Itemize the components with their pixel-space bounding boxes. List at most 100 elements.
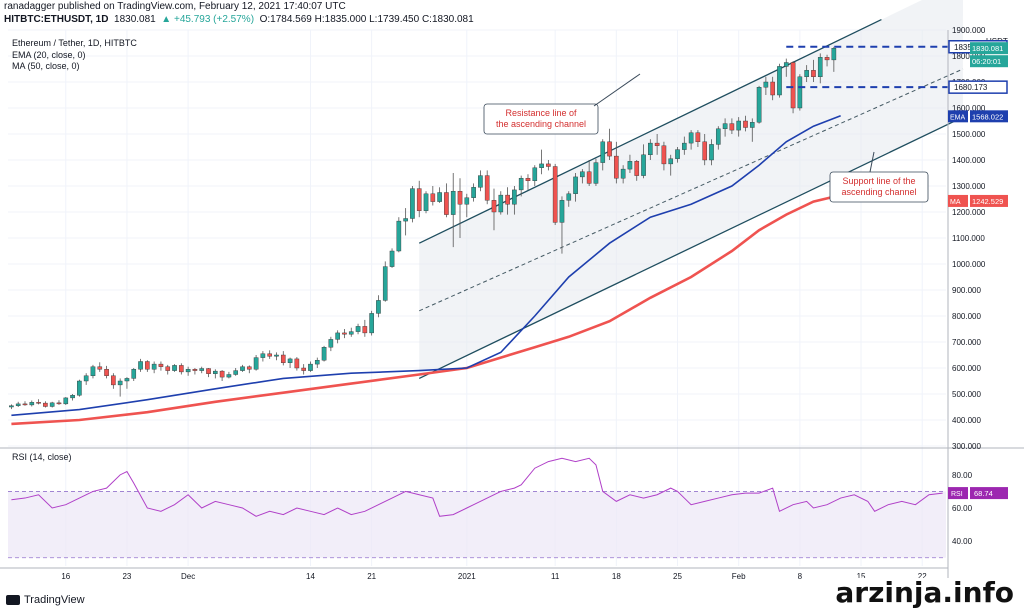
candle-body bbox=[661, 145, 667, 165]
candle-body bbox=[464, 197, 470, 205]
candle-body bbox=[90, 366, 96, 377]
candle-body bbox=[56, 402, 62, 405]
y-tick-label: 800.000 bbox=[952, 312, 981, 321]
annotation-text: the ascending channel bbox=[496, 119, 586, 129]
site-watermark: arzinja.info bbox=[831, 578, 1018, 608]
candle-body bbox=[355, 326, 361, 332]
candle-body bbox=[410, 188, 415, 219]
y-tick-label: 900.000 bbox=[952, 286, 981, 295]
candle-body bbox=[172, 365, 177, 371]
candle-body bbox=[151, 363, 157, 370]
y-tick-label: 1100.000 bbox=[952, 234, 985, 243]
candle-body bbox=[29, 402, 35, 406]
candle-body bbox=[491, 200, 497, 213]
candle-body bbox=[219, 370, 225, 378]
candle-body bbox=[423, 193, 429, 211]
price-badge-text: 1568.022 bbox=[972, 112, 1003, 121]
candle-body bbox=[580, 171, 585, 178]
ema-20-line bbox=[11, 115, 841, 417]
candle-body bbox=[9, 405, 14, 408]
y-tick-label: 1900.000 bbox=[952, 26, 986, 35]
candle-body bbox=[471, 187, 476, 198]
candle-body bbox=[498, 194, 504, 213]
candle-body bbox=[600, 141, 606, 163]
candle-body bbox=[246, 366, 252, 370]
candle-body bbox=[518, 177, 524, 191]
candle-body bbox=[416, 188, 422, 211]
candle-body bbox=[437, 192, 442, 202]
y-tick-label: 300.000 bbox=[952, 442, 981, 451]
ma-50-line bbox=[11, 193, 841, 426]
candle-body bbox=[206, 368, 211, 374]
candle-body bbox=[240, 366, 245, 371]
candle-body bbox=[722, 123, 728, 129]
candle-body bbox=[362, 326, 368, 334]
candle-body bbox=[335, 332, 340, 340]
x-tick-label: 21 bbox=[367, 572, 376, 581]
candle-body bbox=[450, 190, 456, 215]
candle-body bbox=[688, 132, 694, 144]
x-tick-label: 11 bbox=[551, 572, 560, 581]
candle-body bbox=[749, 122, 755, 128]
candle-body bbox=[280, 354, 286, 364]
tradingview-logo: TradingView bbox=[6, 594, 85, 606]
indicator-label: MA (50, close, 0) bbox=[12, 61, 80, 71]
candle-body bbox=[817, 57, 823, 77]
candle-body bbox=[593, 162, 599, 184]
candle-body bbox=[573, 176, 578, 194]
annotation-text: Resistance line of bbox=[505, 108, 577, 118]
candle-body bbox=[138, 361, 143, 370]
candle-body bbox=[97, 366, 103, 370]
candle-body bbox=[165, 366, 171, 371]
candle-body bbox=[192, 369, 198, 371]
candle-body bbox=[430, 193, 436, 202]
candle-body bbox=[743, 120, 748, 128]
candle-body bbox=[607, 141, 612, 157]
candle-body bbox=[274, 354, 279, 357]
candle-body bbox=[715, 128, 721, 145]
y-tick-label: 400.000 bbox=[952, 416, 981, 425]
candle-body bbox=[131, 369, 137, 379]
publish-info: ranadagger published on TradingView.com,… bbox=[4, 1, 346, 12]
candle-body bbox=[314, 360, 320, 365]
candle-body bbox=[382, 266, 388, 301]
candle-body bbox=[70, 395, 75, 399]
level-badge-text: 1680.173 bbox=[954, 83, 988, 92]
annotation-box bbox=[829, 171, 929, 203]
candle-body bbox=[124, 378, 130, 382]
candle-body bbox=[695, 132, 701, 142]
x-tick-label: 2021 bbox=[458, 572, 476, 581]
candle-body bbox=[321, 347, 327, 361]
y-tick-label: 700.000 bbox=[952, 338, 981, 347]
price-badge-text: 06:20:01 bbox=[972, 57, 1001, 66]
price-badge-text: 1242.529 bbox=[972, 197, 1003, 206]
price-badge bbox=[970, 110, 1008, 123]
x-tick-label: Dec bbox=[181, 572, 195, 581]
candle-body bbox=[675, 149, 680, 159]
candle-body bbox=[369, 313, 374, 334]
candle-body bbox=[158, 363, 164, 367]
candle-body bbox=[811, 70, 816, 78]
candle-body bbox=[36, 402, 41, 404]
candle-body bbox=[682, 142, 687, 150]
y-tick-label: 500.000 bbox=[952, 390, 981, 399]
rsi-tick-label: 60.00 bbox=[952, 504, 973, 513]
candle-body bbox=[308, 363, 313, 371]
annotation-pointer bbox=[869, 151, 875, 173]
candle-body bbox=[790, 62, 796, 109]
candle-body bbox=[539, 163, 544, 168]
candle-body bbox=[253, 357, 259, 370]
candle-body bbox=[226, 374, 232, 378]
rsi-badge-text: 68.74 bbox=[974, 489, 993, 498]
candle-body bbox=[348, 331, 354, 335]
candle-body bbox=[301, 367, 306, 371]
candle-body bbox=[457, 190, 463, 205]
rsi-title: RSI (14, close) bbox=[12, 452, 72, 462]
candle-body bbox=[267, 353, 272, 357]
rsi-badge-tag-text: RSI bbox=[951, 491, 963, 498]
annotation-text: ascending channel bbox=[841, 187, 916, 197]
candle-body bbox=[396, 220, 402, 252]
price-badge-text: 1830.081 bbox=[972, 44, 1003, 53]
candle-body bbox=[804, 70, 809, 78]
